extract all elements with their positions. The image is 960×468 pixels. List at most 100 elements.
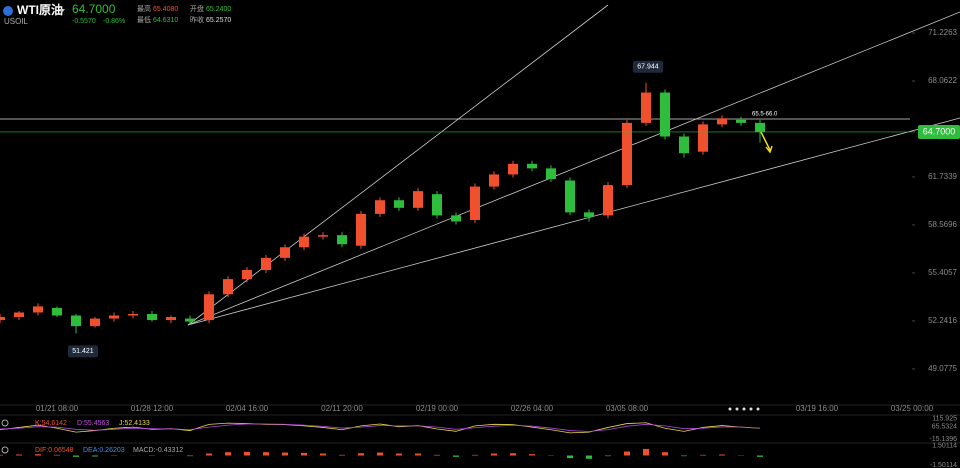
macd-bar	[605, 455, 611, 457]
candle-body	[147, 313, 157, 321]
candle-body	[185, 318, 195, 322]
macd-bar	[225, 452, 231, 456]
macd-bar	[16, 454, 22, 456]
stat-label: 最高	[137, 4, 151, 13]
candle-body	[166, 317, 176, 321]
macd-bar	[263, 452, 269, 456]
dropdown-arrow[interactable]	[59, 9, 65, 13]
candle-body	[128, 313, 138, 316]
y-tick-label: 115.925	[932, 416, 957, 423]
trend-line[interactable]	[187, 4, 609, 326]
change-pct: -0.86%	[103, 18, 125, 25]
macd-bar	[681, 455, 687, 457]
candle-body	[375, 200, 385, 214]
legend-entry: DIF:0.06548	[35, 447, 74, 454]
macd-bar	[434, 454, 440, 456]
candle-body	[451, 215, 461, 222]
candle-body	[660, 92, 670, 137]
macd-bar	[491, 453, 497, 456]
macd-bar	[643, 448, 649, 456]
y-tick-label: 1.50114	[932, 442, 957, 449]
annotation-label: 67.944	[637, 64, 659, 71]
macd-bar	[35, 454, 41, 456]
indicator-icon[interactable]	[1, 419, 9, 427]
candle-body	[679, 136, 689, 154]
stat-value: 64.6310	[153, 17, 178, 24]
candle-body	[0, 317, 5, 321]
candle-body	[698, 124, 708, 152]
macd-bar	[282, 452, 288, 456]
macd-bar	[377, 452, 383, 456]
macd-bar	[244, 451, 250, 456]
macd-bar	[0, 454, 3, 456]
stat-label: 最低	[137, 15, 151, 24]
y-tick-label: -15.1396	[929, 436, 957, 443]
x-tick-label: 03/25 00:00	[891, 404, 934, 413]
candle-body	[470, 186, 480, 220]
candle-body	[280, 247, 290, 258]
y-tick-label: 68.0622	[928, 76, 957, 85]
stat-value: 65.4080	[153, 6, 178, 13]
macd-bar	[529, 454, 535, 456]
candle-body	[318, 235, 328, 237]
candle-body	[109, 315, 119, 319]
candle-body	[52, 307, 62, 316]
candle-body	[489, 174, 499, 187]
symbol[interactable]: WTI原油	[17, 2, 63, 17]
candle-body	[603, 185, 613, 216]
indicator-icon[interactable]	[1, 446, 9, 454]
kdj-line	[0, 423, 761, 432]
legend-entry: MACD:-0.43312	[133, 447, 183, 454]
macd-bar	[339, 454, 345, 456]
stat-value: 65.2570	[206, 17, 231, 24]
legend-entry: J:52.4133	[119, 420, 150, 427]
macd-bar	[92, 455, 98, 457]
trend-line[interactable]	[187, 117, 960, 326]
arrow[interactable]	[759, 129, 773, 154]
candle-body	[299, 236, 309, 248]
candle-body	[261, 257, 271, 271]
x-tick-label: 02/19 00:00	[416, 404, 459, 413]
annotation-box	[68, 345, 98, 358]
y-tick-label: 61.7339	[928, 172, 957, 181]
candle-body	[14, 312, 24, 318]
y-tick-label: 58.5696	[928, 220, 957, 229]
annotation-box	[633, 60, 663, 73]
candle-body	[242, 270, 252, 280]
change: -0.5570	[72, 18, 96, 25]
macd-bar	[187, 455, 193, 457]
candle-body	[736, 119, 746, 123]
candle-body	[204, 294, 214, 321]
scroll-dots[interactable]	[728, 407, 760, 411]
x-tick-label: 03/05 08:00	[606, 404, 649, 413]
macd-bar	[510, 453, 516, 456]
y-tick-label: 55.4057	[928, 268, 957, 277]
trend-line[interactable]	[187, 11, 960, 326]
candle-body	[394, 200, 404, 208]
macd-bar	[472, 454, 478, 456]
note: 65.5-66.0	[752, 112, 778, 118]
candle-body	[527, 163, 537, 169]
macd-bar	[320, 453, 326, 456]
candle-body	[584, 212, 594, 217]
macd-bar	[662, 452, 668, 456]
macd-bar	[396, 453, 402, 456]
symbol-icon[interactable]	[3, 6, 13, 16]
y-tick-label: 52.2416	[928, 316, 957, 325]
legend-entry: K:54.6142	[35, 420, 67, 427]
x-tick-label: 01/28 12:00	[131, 404, 174, 413]
legend-entry: DEA:0.26203	[83, 447, 125, 454]
macd-bar	[700, 454, 706, 456]
y-tick-label: -1.50114	[930, 462, 957, 468]
candle-body	[33, 306, 43, 313]
kdj-line	[0, 422, 761, 434]
candle-body	[71, 315, 81, 327]
macd-bar	[206, 453, 212, 456]
candle-body	[337, 235, 347, 245]
macd-bar	[719, 454, 725, 456]
candle-body	[223, 279, 233, 295]
macd-bar	[757, 455, 763, 457]
stat-label: 开盘	[190, 4, 204, 13]
annotation-label: 51.421	[72, 348, 94, 355]
x-tick-label: 01/21 08:00	[36, 404, 79, 413]
